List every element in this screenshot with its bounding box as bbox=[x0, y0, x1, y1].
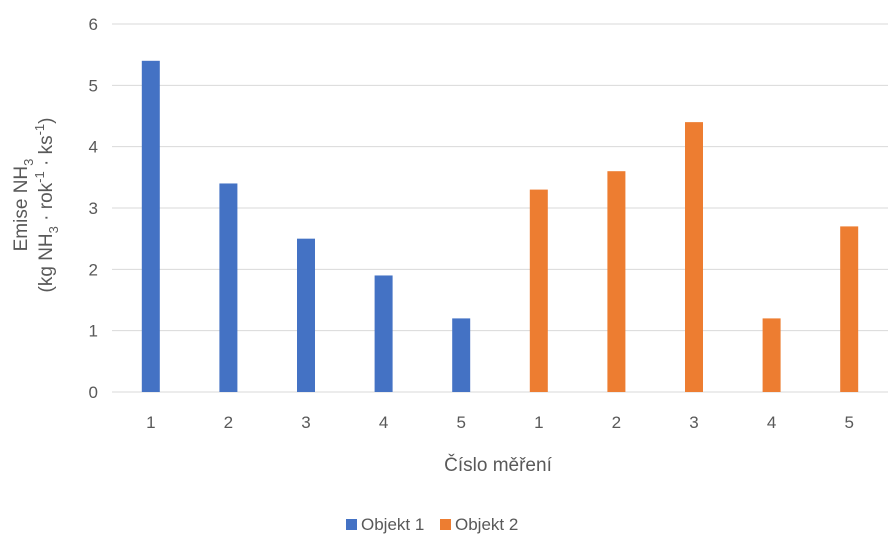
y-tick-label: 4 bbox=[89, 138, 98, 157]
bar-objekt-1-3 bbox=[297, 238, 315, 392]
legend-label-objekt-2: Objekt 2 bbox=[455, 515, 518, 534]
bar-objekt-2-6 bbox=[529, 189, 548, 392]
x-tick-label: 2 bbox=[612, 413, 621, 432]
bar-objekt-2-8 bbox=[685, 122, 703, 392]
x-tick-label: 4 bbox=[379, 413, 388, 432]
x-tick-label: 5 bbox=[844, 413, 853, 432]
bar-objekt-2-9 bbox=[762, 318, 781, 392]
y-axis-title-line2: (kg NH3 · rok-1 · ks-1) bbox=[32, 118, 61, 293]
y-axis-title: Emise NH3 (kg NH3 · rok-1 · ks-1) bbox=[11, 118, 61, 293]
bar-objekt-1-5 bbox=[452, 318, 471, 392]
x-tick-label: 1 bbox=[534, 413, 543, 432]
x-tick-label: 5 bbox=[456, 413, 465, 432]
y-tick-label: 3 bbox=[89, 199, 98, 218]
y-axis-ticks: 0 1 2 3 4 5 6 bbox=[89, 15, 98, 402]
x-tick-label: 3 bbox=[301, 413, 310, 432]
y-tick-label: 1 bbox=[89, 322, 98, 341]
y-tick-label: 0 bbox=[89, 383, 98, 402]
legend-label-objekt-1: Objekt 1 bbox=[361, 515, 424, 534]
y-tick-label: 5 bbox=[89, 76, 98, 95]
legend-swatch-objekt-1 bbox=[346, 519, 357, 530]
legend: Objekt 1 Objekt 2 bbox=[346, 515, 518, 534]
bars bbox=[141, 60, 859, 393]
bar-objekt-2-7 bbox=[607, 171, 626, 392]
y-tick-label: 2 bbox=[89, 260, 98, 279]
y-axis-title-line1: Emise NH3 bbox=[11, 159, 36, 252]
bar-objekt-1-2 bbox=[219, 183, 238, 392]
x-tick-label: 2 bbox=[224, 413, 233, 432]
x-axis-title: Číslo měření bbox=[444, 454, 552, 476]
x-axis-ticks: 1 2 3 4 5 1 2 3 4 5 bbox=[146, 413, 854, 432]
gridlines bbox=[112, 23, 888, 393]
x-tick-label: 4 bbox=[767, 413, 776, 432]
bar-objekt-1-1 bbox=[141, 60, 160, 393]
legend-swatch-objekt-2 bbox=[440, 519, 451, 530]
bar-objekt-1-4 bbox=[374, 275, 393, 392]
x-tick-label: 1 bbox=[146, 413, 155, 432]
y-tick-label: 6 bbox=[89, 15, 98, 34]
bar-objekt-2-10 bbox=[840, 226, 859, 392]
x-tick-label: 3 bbox=[689, 413, 698, 432]
